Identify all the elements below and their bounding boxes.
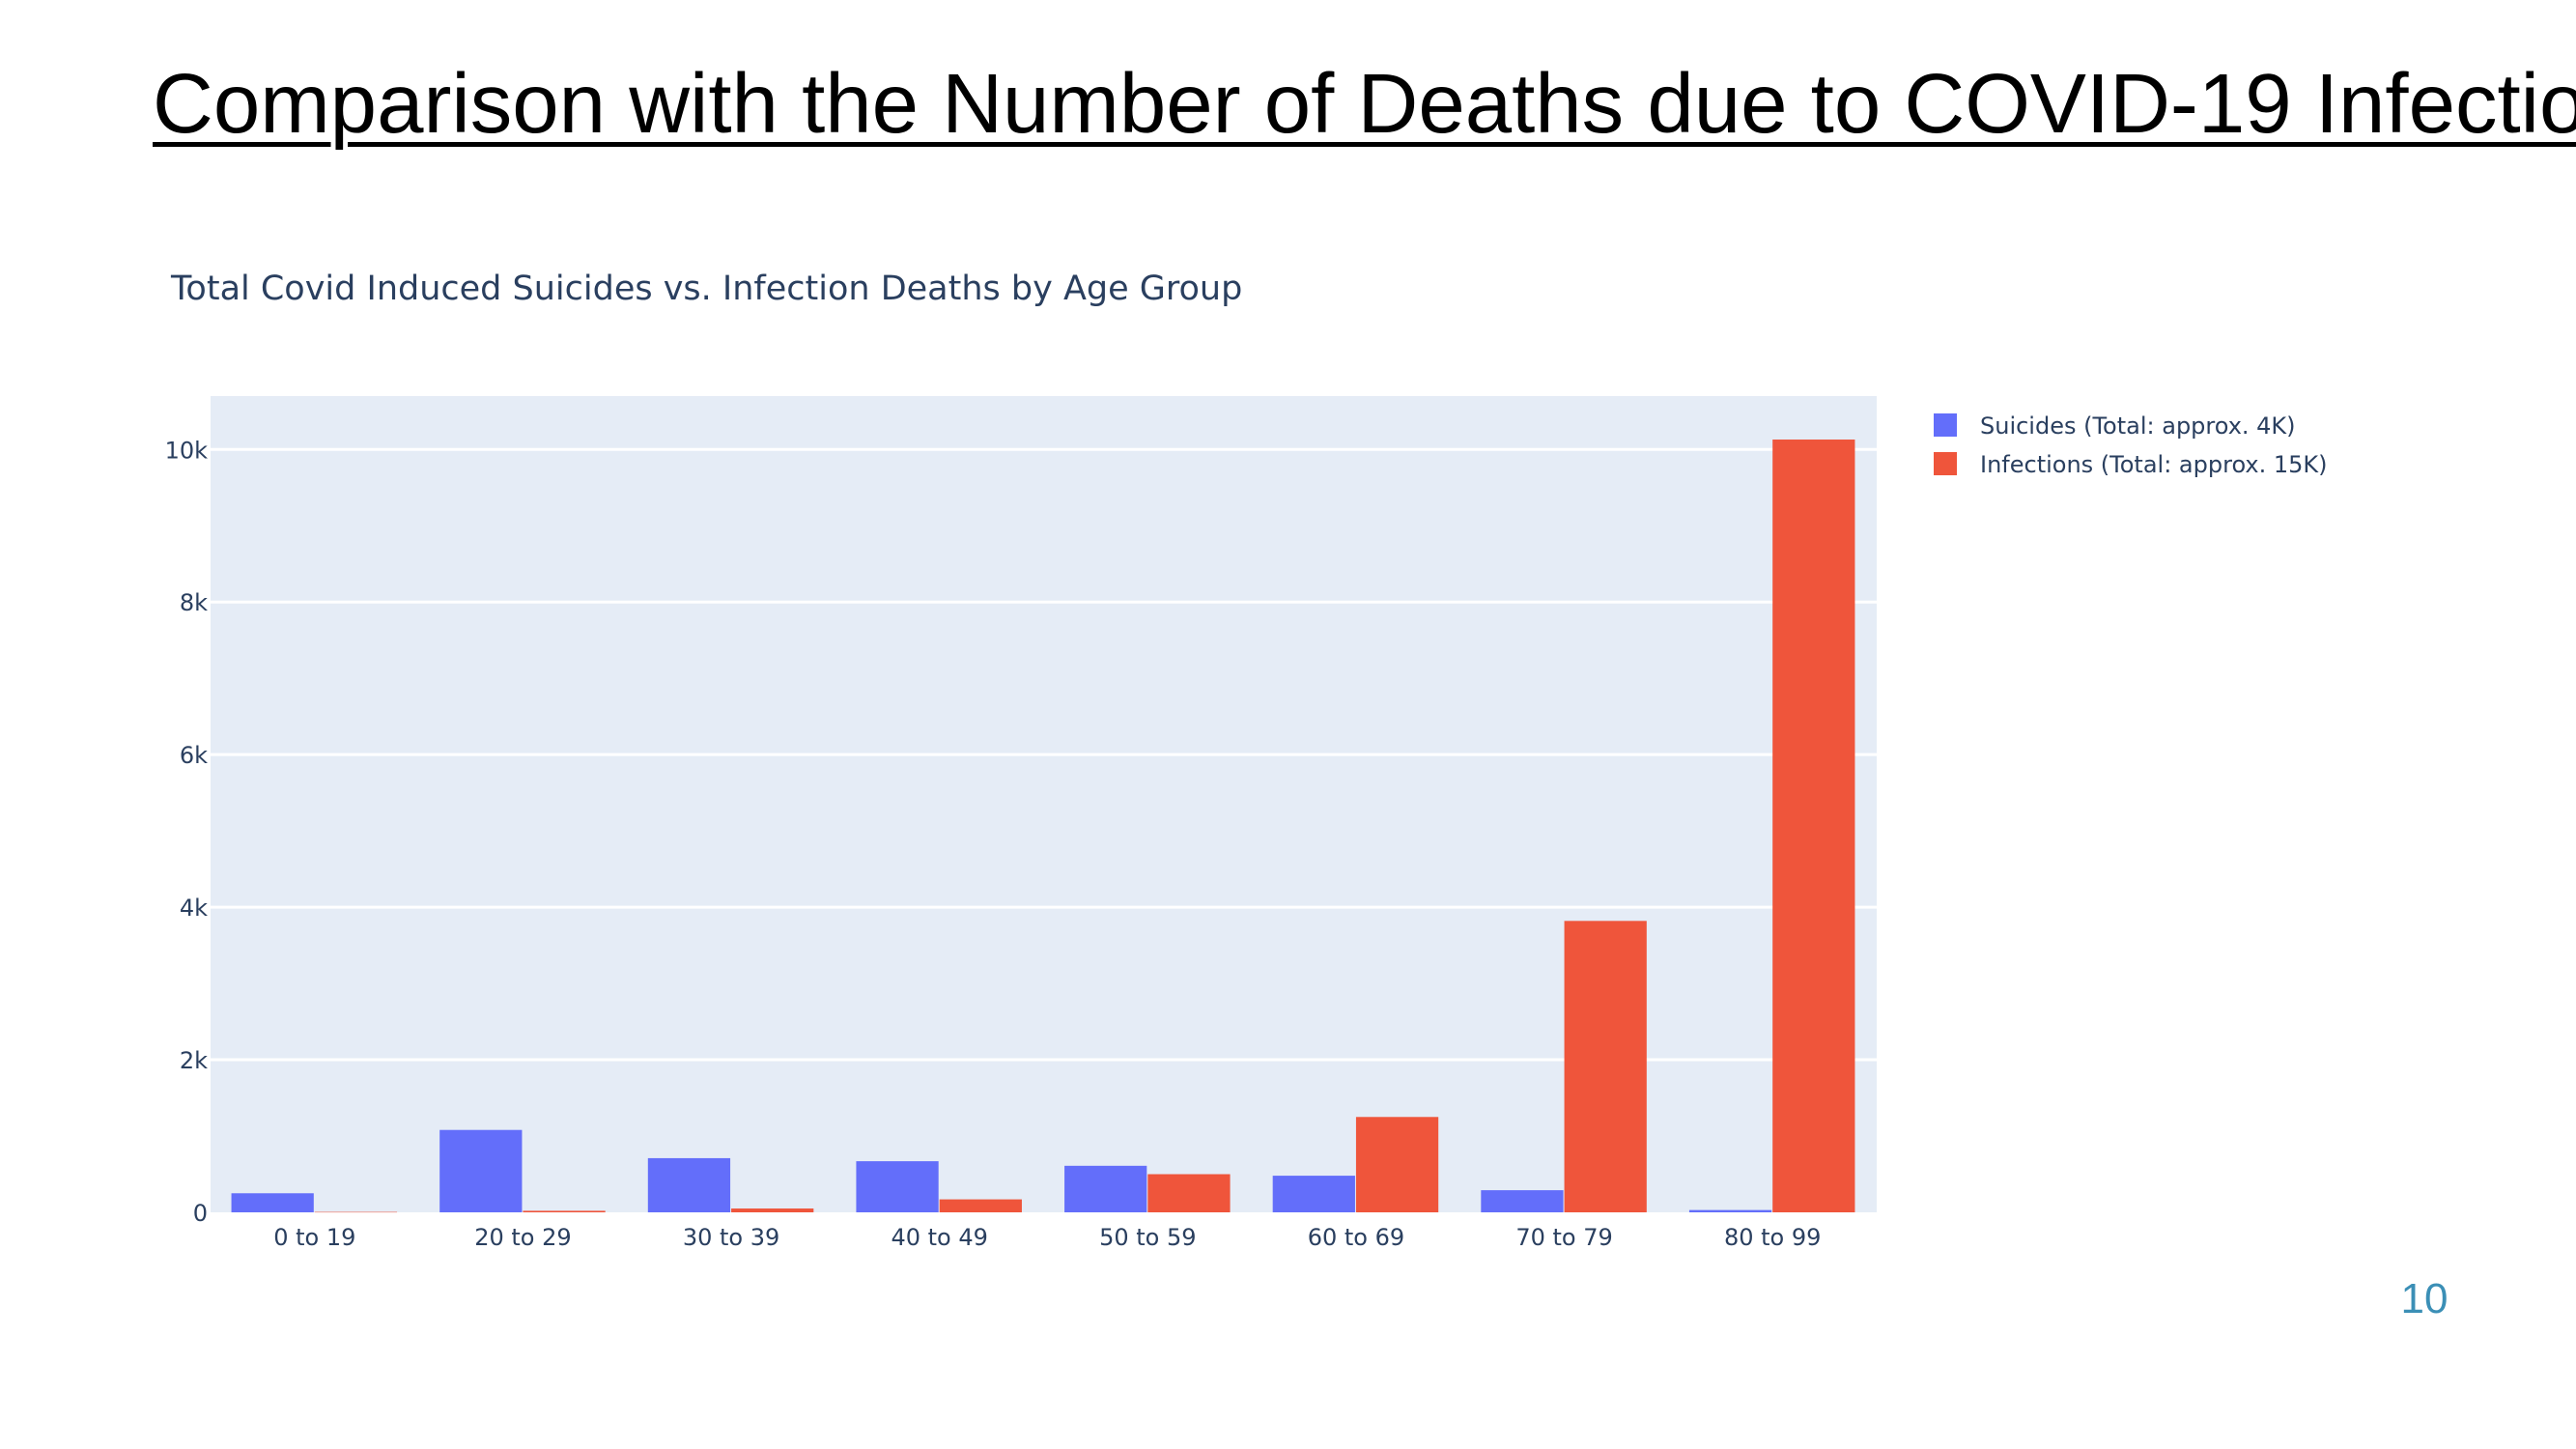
y-tick-label: 8k xyxy=(180,589,208,616)
x-axis: 0 to 19 20 to 29 30 to 39 40 to 49 50 to 59 6… xyxy=(273,1224,1821,1251)
x-tick-label: 20 to 29 xyxy=(474,1224,571,1251)
bar-infections[interactable] xyxy=(731,1208,814,1212)
legend-label: Infections (Total: approx. 15K) xyxy=(1980,451,2328,478)
legend-label: Suicides (Total: approx. 4K) xyxy=(1980,412,2296,440)
bar-infections[interactable] xyxy=(314,1211,398,1213)
bar-suicides[interactable] xyxy=(1688,1209,1772,1212)
bar-suicides[interactable] xyxy=(856,1161,939,1212)
y-tick-label: 6k xyxy=(180,742,208,769)
legend-swatch xyxy=(1934,413,1957,437)
y-tick-label: 10k xyxy=(165,437,209,464)
bar-infections[interactable] xyxy=(939,1199,1022,1212)
slide-title: Comparison with the Number of Deaths due… xyxy=(153,57,2576,151)
legend-item[interactable]: Infections (Total: approx. 15K) xyxy=(1934,451,2328,478)
legend-item[interactable]: Suicides (Total: approx. 4K) xyxy=(1934,412,2296,440)
bar-suicides[interactable] xyxy=(1064,1165,1147,1212)
bar-infections[interactable] xyxy=(1355,1117,1439,1212)
bar-suicides[interactable] xyxy=(1272,1176,1355,1212)
x-tick-label: 60 to 69 xyxy=(1308,1224,1404,1251)
gridlines xyxy=(211,447,1877,1062)
page-number: 10 xyxy=(2400,1275,2449,1322)
bar-infections[interactable] xyxy=(1564,921,1647,1212)
bars xyxy=(231,440,1855,1213)
x-tick-label: 30 to 39 xyxy=(683,1224,779,1251)
bar-suicides[interactable] xyxy=(1481,1190,1564,1212)
legend[interactable]: Suicides (Total: approx. 4K) Infections (… xyxy=(1934,412,2328,478)
legend-swatch xyxy=(1934,452,1957,475)
bar-infections[interactable] xyxy=(523,1210,606,1212)
x-tick-label: 80 to 99 xyxy=(1724,1224,1821,1251)
y-axis: 0 2k 4k 6k 8k 10k xyxy=(165,437,209,1227)
x-tick-label: 50 to 59 xyxy=(1099,1224,1196,1251)
y-tick-label: 0 xyxy=(193,1200,208,1227)
y-tick-label: 2k xyxy=(180,1047,208,1074)
x-tick-label: 70 to 79 xyxy=(1515,1224,1612,1251)
x-tick-label: 40 to 49 xyxy=(891,1224,987,1251)
x-tick-label: 0 to 19 xyxy=(273,1224,355,1251)
chart-title: Total Covid Induced Suicides vs. Infecti… xyxy=(170,270,1242,308)
bar-infections[interactable] xyxy=(1147,1174,1231,1212)
bar-suicides[interactable] xyxy=(647,1157,731,1212)
y-tick-label: 4k xyxy=(180,895,208,922)
bar-suicides[interactable] xyxy=(439,1129,523,1212)
bar-infections[interactable] xyxy=(1772,440,1855,1212)
bar-suicides[interactable] xyxy=(231,1193,314,1212)
